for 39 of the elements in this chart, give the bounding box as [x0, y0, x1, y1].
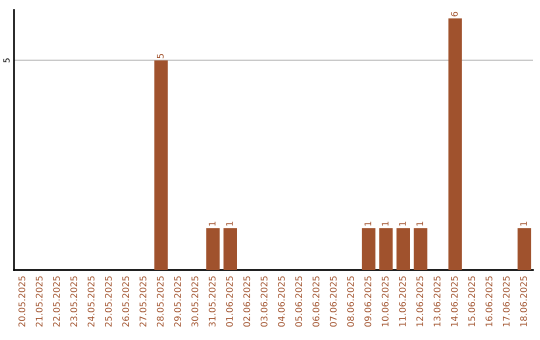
x-tick-label: 05.06.2025: [295, 276, 302, 327]
x-tick-label: 04.06.2025: [278, 276, 285, 327]
x-tick-label: 14.06.2025: [450, 276, 458, 326]
x-tick-label: 25.05.2025: [104, 276, 112, 327]
x-tick-label: 11.06.2025: [399, 276, 406, 326]
data-label: 1: [399, 222, 406, 226]
data-label: 1: [520, 222, 527, 226]
x-tick-label: 01.06.2025: [226, 276, 233, 327]
x-tick-label: 02.06.2025: [243, 276, 250, 327]
x-tick-label: 26.05.2025: [122, 276, 130, 327]
x-tick-label: 10.06.2025: [382, 276, 389, 326]
data-label: 1: [226, 222, 233, 226]
x-tick-label: 03.06.2025: [260, 276, 268, 327]
x-tick-label: 29.05.2025: [174, 276, 181, 327]
x-tick-label: 21.05.2025: [36, 276, 43, 327]
x-tick-label: 27.05.2025: [140, 276, 146, 327]
x-tick-label: 31.05.2025: [208, 276, 216, 327]
x-tick-label: 18.06.2025: [520, 276, 527, 326]
data-label: 1: [364, 222, 372, 226]
data-label: 6: [450, 12, 458, 16]
x-tick-label: 09.06.2025: [364, 276, 372, 327]
x-tick-label: 08.06.2025: [347, 276, 354, 327]
x-tick-label: 13.06.2025: [434, 276, 440, 326]
x-tick-label: 20.05.2025: [18, 276, 26, 327]
x-tick-label: 07.06.2025: [330, 276, 337, 327]
x-tick-label: 30.05.2025: [191, 276, 198, 327]
x-tick-label: 24.05.2025: [88, 276, 94, 327]
x-tick-label: 22.05.2025: [53, 276, 60, 327]
x-tick-label: 16.06.2025: [486, 276, 492, 326]
data-label: 5: [156, 54, 164, 58]
data-label: 1: [382, 222, 388, 226]
x-tick-label: 17.06.2025: [502, 276, 510, 326]
x-tick-label: 23.05.2025: [70, 276, 78, 327]
x-tick-label: 28.05.2025: [156, 276, 164, 327]
x-tick-label: 12.06.2025: [416, 276, 424, 326]
x-tick-label: 06.06.2025: [312, 276, 320, 327]
data-label: 1: [208, 222, 216, 226]
x-tick-label: 15.06.2025: [468, 276, 476, 326]
data-label: 1: [416, 222, 424, 226]
